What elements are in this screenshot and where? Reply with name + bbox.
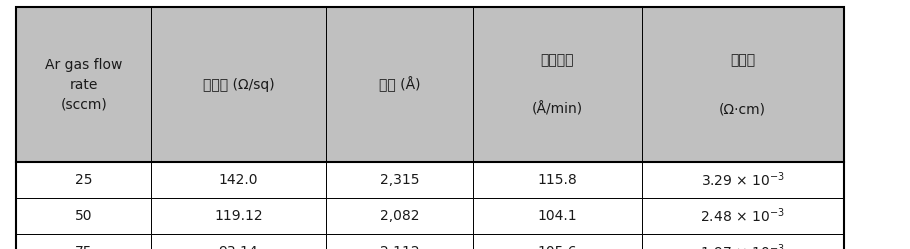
- Text: 먼저항 (Ω/sq): 먼저항 (Ω/sq): [203, 78, 274, 92]
- Bar: [473, 198, 642, 234]
- Text: 2,112: 2,112: [379, 245, 420, 249]
- Bar: [473, 7, 642, 162]
- Bar: [326, 7, 473, 162]
- Text: 50: 50: [75, 209, 93, 223]
- Bar: [151, 234, 326, 249]
- Text: 119.12: 119.12: [214, 209, 263, 223]
- Text: 2,082: 2,082: [379, 209, 420, 223]
- Bar: [16, 234, 151, 249]
- Bar: [326, 162, 473, 198]
- Text: 75: 75: [75, 245, 93, 249]
- Text: 142.0: 142.0: [218, 173, 258, 187]
- Text: 2.48 × 10$^{-3}$: 2.48 × 10$^{-3}$: [700, 207, 785, 225]
- Text: 비저항: 비저항: [730, 53, 755, 67]
- Bar: [151, 7, 326, 162]
- Bar: [642, 162, 844, 198]
- Text: 115.8: 115.8: [538, 173, 577, 187]
- Text: 2,315: 2,315: [379, 173, 420, 187]
- Text: 105.6: 105.6: [538, 245, 577, 249]
- Bar: [151, 198, 326, 234]
- Text: 104.1: 104.1: [538, 209, 577, 223]
- Text: 3.29 × 10$^{-3}$: 3.29 × 10$^{-3}$: [701, 171, 784, 189]
- Text: (Ω·cm): (Ω·cm): [719, 103, 766, 117]
- Bar: [642, 198, 844, 234]
- Bar: [326, 198, 473, 234]
- Bar: [16, 162, 151, 198]
- Bar: [326, 234, 473, 249]
- Text: (Å/min): (Å/min): [531, 102, 583, 117]
- Text: 25: 25: [75, 173, 93, 187]
- Text: 두께 (Å): 두께 (Å): [379, 77, 420, 93]
- Bar: [473, 162, 642, 198]
- Text: 1.97 × 10$^{-3}$: 1.97 × 10$^{-3}$: [700, 243, 785, 249]
- Bar: [16, 7, 151, 162]
- Bar: [642, 7, 844, 162]
- Text: 증착속도: 증착속도: [541, 53, 574, 67]
- Bar: [151, 162, 326, 198]
- Bar: [16, 198, 151, 234]
- Bar: [473, 234, 642, 249]
- Bar: [642, 234, 844, 249]
- Text: 93.14: 93.14: [218, 245, 258, 249]
- Text: Ar gas flow
rate
(sccm): Ar gas flow rate (sccm): [45, 58, 123, 111]
